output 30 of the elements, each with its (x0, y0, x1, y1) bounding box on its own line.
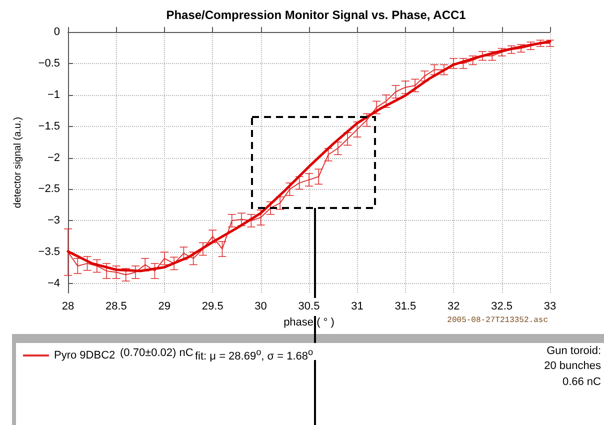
text: 0.66 nC (562, 376, 601, 388)
legend-label: Pyro 9DBC2 (54, 350, 116, 362)
x-tick-label: 31 (351, 300, 364, 312)
x-tick-label: 30 (254, 300, 267, 312)
x-tick-label: 29.5 (202, 300, 224, 312)
text: fit: μ = 28.69$^{o}$, σ = 1.68$^{o}$ (195, 347, 314, 363)
x-tick-label: 32 (447, 300, 460, 312)
x-tick-label: 29 (158, 300, 171, 312)
x-axis-title: phase ( ° ) (284, 316, 334, 328)
x-tick-label: 32.5 (491, 300, 513, 312)
text: Gun toroid: (546, 345, 601, 357)
x-tick-label: 28 (62, 300, 74, 312)
y-tick-label: −2 (47, 152, 60, 164)
chart-title: Phase/Compression Monitor Signal vs. Phase, ACC1 (166, 8, 466, 22)
x-tick-label: 33 (544, 300, 556, 312)
y-tick-label: −4 (47, 278, 60, 290)
y-tick-label: 0 (54, 26, 60, 38)
y-axis-title: detector signal (a.u.) (12, 116, 24, 208)
text: 20 bunches (544, 360, 601, 372)
y-tick-label: −3 (47, 214, 60, 227)
y-tick-label: −3.5 (38, 246, 60, 258)
x-tick-label: 28.5 (105, 300, 127, 312)
y-tick-label: −0.5 (38, 57, 60, 70)
text: 2005-08-27T213352.asc (447, 316, 548, 325)
x-tick-label: 30.5 (298, 300, 320, 312)
y-tick-label: −2.5 (38, 183, 60, 196)
y-tick-label: −1 (47, 88, 60, 101)
text: (0.70±0.02) nC (120, 347, 194, 359)
x-tick-label: 31.5 (394, 300, 416, 312)
y-tick-label: −1.5 (38, 120, 60, 132)
